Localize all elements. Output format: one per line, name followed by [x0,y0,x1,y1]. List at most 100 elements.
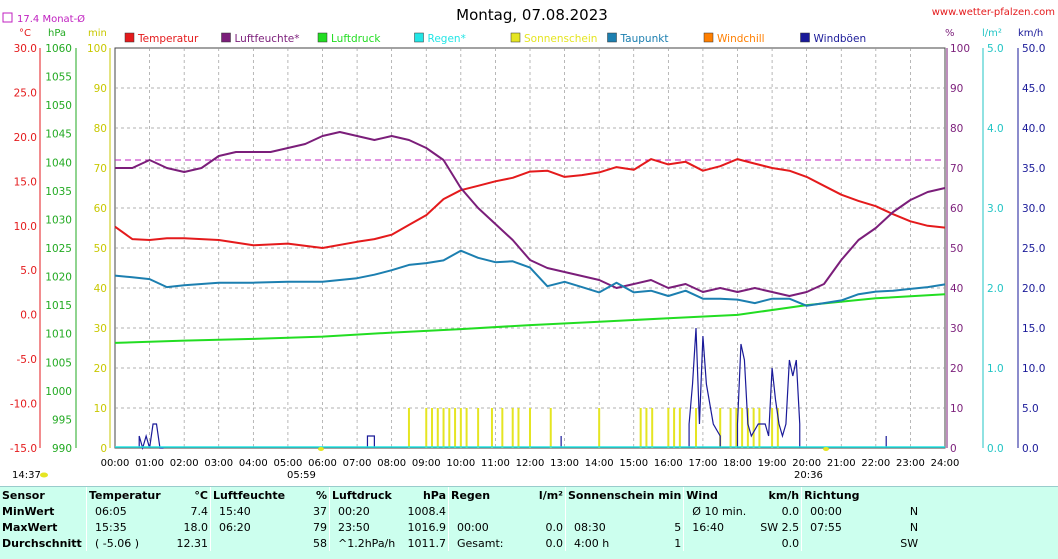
direction-time: 00:00 [801,503,877,519]
temp-value: 12.31 [176,536,209,550]
sunshine-bar [490,408,493,448]
website-link[interactable]: www.wetter-pfalzen.com [932,7,1055,18]
tick-label-minutes: 10 [94,403,107,415]
humidity-value: 37 [313,504,327,518]
x-tick-label: 01:00 [135,458,164,469]
tick-label-temperature: 0.0 [20,310,37,322]
series-luftfeuchte [115,131,946,297]
stats-row-average: Durchschnitt ( -5.06 ) 12.31 58 ^1.2hPa/… [0,535,920,551]
stats-row-min: MinWert 06:05 7.4 15:40 37 00:20 1008.4 … [0,503,920,519]
sunshine-bar [645,408,648,448]
grid [114,47,946,449]
sunshine-bar [695,408,697,448]
temp-time: 06:05 [86,503,171,519]
sunshine-bar [719,408,722,448]
sunshine-bar [598,408,601,448]
pressure-value: 1016.9 [407,520,447,534]
tick-label-rain: 4.0 [987,123,1004,135]
tick-label-minutes: 100 [87,43,107,55]
tick-label-temperature: 10.0 [14,221,37,233]
sunshine-bar [746,408,749,448]
sunshine-bar [651,408,654,448]
legend: Temperatur Luftfeuchte* Luftdruck Regen* Son… [124,32,866,45]
sunshine-bar [549,408,552,448]
humidity-value: 79 [313,520,327,534]
x-tick-label: 21:00 [827,458,856,469]
sun-value [660,503,684,519]
tick-label-temperature: 5.0 [20,265,37,277]
tick-label-minutes: 80 [94,123,107,135]
tick-label-temperature: 15.0 [14,176,37,188]
rain-value: 0.0 [545,520,564,534]
sun-time [565,503,660,519]
sunshine-bar [501,408,504,448]
axes: 00:00 01:00 02:00 03:00 04:00 05:00 06:00 07:00… [10,43,1046,469]
series-taupunkt [114,249,946,307]
sunshine-bar [517,408,520,448]
temp-time: 15:35 [86,519,171,535]
tick-label-rain: 3.0 [987,203,1004,215]
tick-label-wind: 45.0 [1022,83,1045,95]
stats-header-temp: Temperatur [86,487,171,503]
tick-label-minutes: 30 [94,323,107,335]
legend-swatch [800,32,810,43]
x-tick-label: 06:00 [308,458,337,469]
legend-label: Luftdruck [331,33,381,45]
tick-label-pressure: 1005 [45,357,72,369]
tick-label-pressure: 1030 [45,214,72,226]
sun-icon [40,447,829,478]
temp-value: 7.4 [190,504,209,518]
rain-time: 00:00 [448,519,523,535]
tick-label-pressure: 1060 [45,43,72,55]
sunshine-bar [771,408,774,448]
sun-value: 5 [674,520,682,534]
rain-value [523,503,566,519]
tick-label-wind: 5.0 [1022,403,1039,415]
tick-label-rain: 2.0 [987,283,1004,295]
wind-value: 0.0 [781,504,800,518]
legend-label: Regen* [428,33,466,45]
tick-label-temperature: -15.0 [10,443,37,455]
unit-wind: km/h [1018,28,1043,39]
x-tick-label: 20:00 [792,458,821,469]
sunset-time: 20:36 [794,470,823,481]
sunrise-time: 05:59 [287,470,316,481]
legend-label: Taupunkt [620,33,669,45]
x-tick-label: 07:00 [343,458,372,469]
sunshine-bar [459,408,462,448]
pressure-time: ^1.2hPa/h [329,535,404,551]
x-tick-label: 11:00 [481,458,510,469]
monthly-avg-label: 17.4 Monat-Ø [17,13,85,25]
pressure-time: 23:50 [329,519,404,535]
sunshine-bar [729,408,732,448]
wind-time: Ø 10 min. [683,503,759,519]
direction-time: 07:55 [801,519,877,535]
tick-label-minutes: 60 [94,203,107,215]
x-tick-label: 04:00 [239,458,268,469]
direction-value: SW [900,536,919,550]
sunshine-bar [442,408,445,448]
unit-minutes: min [88,28,107,39]
pressure-time: 00:20 [329,503,404,519]
tick-label-wind: 35.0 [1022,163,1045,175]
pressure-value: 1011.7 [407,536,447,550]
wind-value: SW 2.5 [760,520,800,534]
tick-label-wind: 30.0 [1022,203,1045,215]
tick-label-humidity: 50 [950,243,963,255]
legend-swatch [414,32,424,43]
direction-time [801,535,877,551]
wind-time [683,535,759,551]
sunshine-bar [448,408,451,448]
tick-label-humidity: 80 [950,123,963,135]
series-windboeen [138,327,887,451]
sunshine-bar [425,408,428,448]
humidity-time [210,535,305,551]
unit-pressure: hPa [48,28,66,39]
weather-chart: Montag, 07.08.2023 www.wetter-pfalzen.co… [2,6,1055,481]
tick-label-pressure: 1045 [45,129,72,141]
sunshine-bar [477,408,480,448]
sunshine-bar [431,408,434,448]
x-tick-label: 16:00 [654,458,683,469]
tick-label-humidity: 40 [950,283,963,295]
tick-label-pressure: 1050 [45,100,72,112]
